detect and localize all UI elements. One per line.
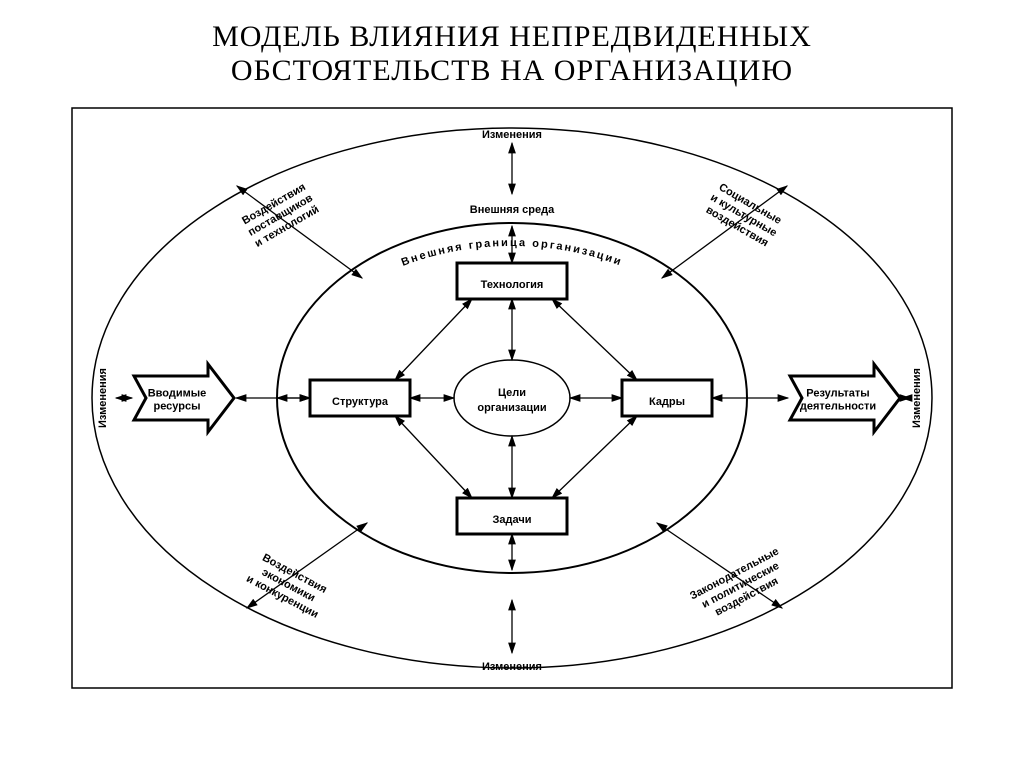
svg-text:Задачи: Задачи [493,514,532,526]
svg-text:Изменения: Изменения [482,129,542,141]
svg-text:Структура: Структура [332,396,389,408]
svg-text:ресурсы: ресурсы [153,400,200,412]
title-line-2: ОБСТОЯТЕЛЬСТВ НА ОРГАНИЗАЦИЮ [231,54,793,87]
page: МОДЕЛЬ ВЛИЯНИЯ НЕПРЕДВИДЕННЫХ ОБСТОЯТЕЛЬ… [0,0,1024,767]
svg-text:Изменения: Изменения [482,661,542,673]
svg-text:Вводимые: Вводимые [148,387,207,399]
diagram: ЦелиорганизацииВнешняя граница организац… [62,98,962,698]
svg-text:организации: организации [477,402,546,414]
svg-text:Изменения: Изменения [911,368,923,428]
svg-text:Цели: Цели [498,387,526,399]
svg-text:Технология: Технология [481,279,544,291]
title-line-1: МОДЕЛЬ ВЛИЯНИЯ НЕПРЕДВИДЕННЫХ [212,20,812,53]
svg-text:Результаты: Результаты [806,387,869,399]
page-title: МОДЕЛЬ ВЛИЯНИЯ НЕПРЕДВИДЕННЫХ ОБСТОЯТЕЛЬ… [0,0,1024,88]
svg-text:Кадры: Кадры [649,396,685,408]
svg-text:Изменения: Изменения [97,368,109,428]
svg-text:Внешняя среда: Внешняя среда [470,204,555,216]
svg-text:деятельности: деятельности [800,400,876,412]
